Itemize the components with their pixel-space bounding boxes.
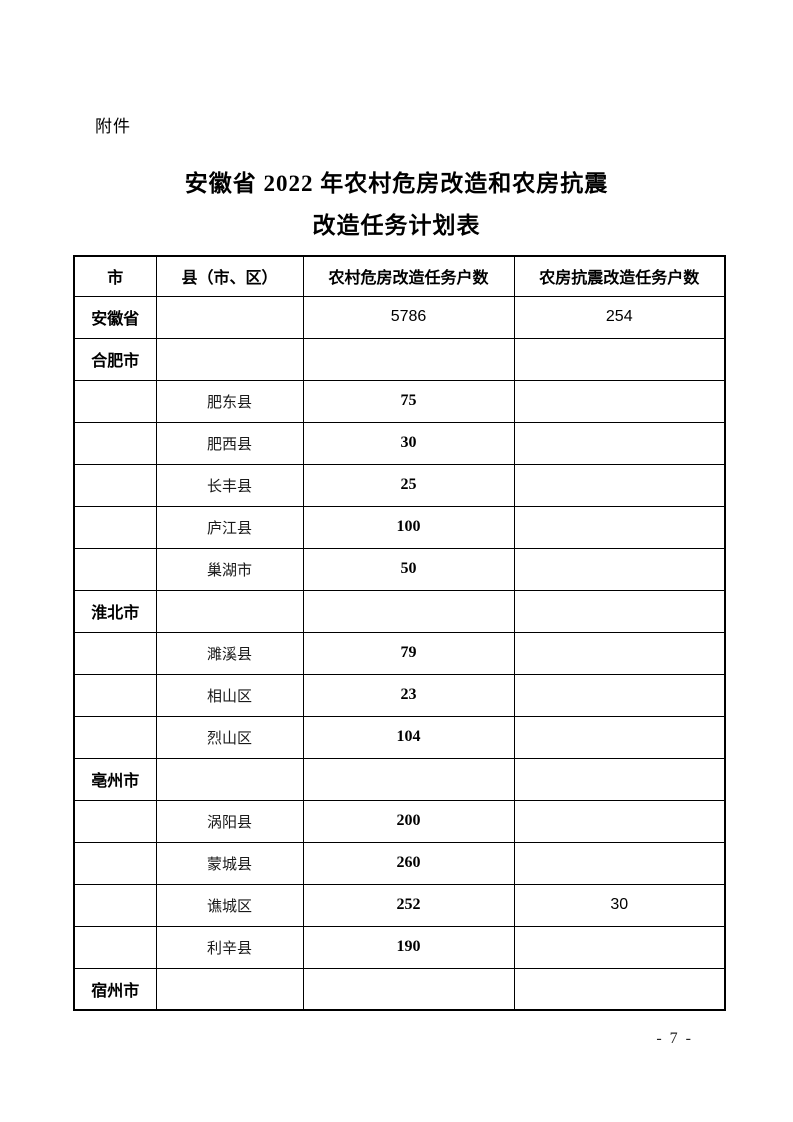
cell-danger-count — [302, 757, 515, 801]
cell-county — [155, 757, 304, 801]
cell-county: 涡阳县 — [155, 799, 304, 843]
cell-danger-count: 75 — [302, 379, 515, 423]
cell-seismic-count — [513, 421, 726, 465]
cell-county — [155, 337, 304, 381]
cell-county: 庐江县 — [155, 505, 304, 549]
table-row: 庐江县 100 — [73, 505, 726, 549]
table-row: 濉溪县 79 — [73, 631, 726, 675]
cell-seismic-count: 30 — [513, 883, 726, 927]
cell-seismic-count — [513, 757, 726, 801]
cell-danger-count: 104 — [302, 715, 515, 759]
cell-county: 谯城区 — [155, 883, 304, 927]
table-row: 亳州市 — [73, 757, 726, 801]
page-title-line1: 安徽省 2022 年农村危房改造和农房抗震 — [184, 171, 609, 196]
table-row: 烈山区 104 — [73, 715, 726, 759]
cell-county — [155, 295, 304, 339]
cell-danger-count: 5786 — [302, 295, 515, 339]
cell-danger-count — [302, 589, 515, 633]
header-city: 市 — [73, 255, 157, 297]
cell-seismic-count — [513, 925, 726, 969]
cell-city — [73, 841, 157, 885]
cell-danger-count: 190 — [302, 925, 515, 969]
cell-city — [73, 883, 157, 927]
cell-county: 濉溪县 — [155, 631, 304, 675]
cell-city: 合肥市 — [73, 337, 157, 381]
page-title-line2: 改造任务计划表 — [312, 213, 481, 238]
cell-seismic-count — [513, 799, 726, 843]
cell-danger-count: 50 — [302, 547, 515, 591]
cell-danger-count: 200 — [302, 799, 515, 843]
cell-city: 亳州市 — [73, 757, 157, 801]
cell-seismic-count — [513, 967, 726, 1011]
table-row: 利辛县 190 — [73, 925, 726, 969]
table-row: 相山区 23 — [73, 673, 726, 717]
cell-county — [155, 967, 304, 1011]
table-row: 长丰县 25 — [73, 463, 726, 507]
table-row: 涡阳县 200 — [73, 799, 726, 843]
cell-city — [73, 631, 157, 675]
cell-county — [155, 589, 304, 633]
table-row: 淮北市 — [73, 589, 726, 633]
table-body: 安徽省 5786 254 合肥市 肥东县 75 肥西县 30 长丰县 25 庐江县 100 巢湖市 50 淮… — [73, 295, 726, 1011]
attachment-label: 附件 — [95, 117, 131, 136]
page-number: - 7 - — [656, 1030, 693, 1047]
cell-city: 宿州市 — [73, 967, 157, 1011]
cell-seismic-count — [513, 589, 726, 633]
cell-county: 蒙城县 — [155, 841, 304, 885]
cell-city — [73, 673, 157, 717]
cell-seismic-count — [513, 337, 726, 381]
cell-danger-count: 260 — [302, 841, 515, 885]
cell-city: 安徽省 — [73, 295, 157, 339]
cell-danger-count: 100 — [302, 505, 515, 549]
header-seismic-renovation-count: 农房抗震改造任务户数 — [513, 255, 726, 297]
cell-city — [73, 547, 157, 591]
cell-seismic-count — [513, 841, 726, 885]
cell-county: 巢湖市 — [155, 547, 304, 591]
cell-danger-count: 25 — [302, 463, 515, 507]
cell-danger-count: 252 — [302, 883, 515, 927]
cell-seismic-count — [513, 463, 726, 507]
cell-seismic-count — [513, 715, 726, 759]
table-row: 合肥市 — [73, 337, 726, 381]
cell-county: 利辛县 — [155, 925, 304, 969]
table-row: 蒙城县 260 — [73, 841, 726, 885]
cell-seismic-count — [513, 505, 726, 549]
page-title: 安徽省 2022 年农村危房改造和农房抗震 改造任务计划表 — [0, 163, 793, 247]
cell-county: 长丰县 — [155, 463, 304, 507]
table-row: 肥西县 30 — [73, 421, 726, 465]
cell-city — [73, 925, 157, 969]
table-row: 谯城区 252 30 — [73, 883, 726, 927]
cell-county: 烈山区 — [155, 715, 304, 759]
cell-city — [73, 505, 157, 549]
cell-seismic-count — [513, 379, 726, 423]
cell-city — [73, 421, 157, 465]
cell-seismic-count: 254 — [513, 295, 726, 339]
header-county: 县（市、区） — [155, 255, 304, 297]
cell-city — [73, 799, 157, 843]
plan-table: 市 县（市、区） 农村危房改造任务户数 农房抗震改造任务户数 安徽省 5786 25… — [73, 255, 726, 1011]
table-header: 市 县（市、区） 农村危房改造任务户数 农房抗震改造任务户数 — [73, 255, 726, 297]
cell-danger-count: 23 — [302, 673, 515, 717]
cell-county: 相山区 — [155, 673, 304, 717]
cell-county: 肥东县 — [155, 379, 304, 423]
cell-danger-count — [302, 967, 515, 1011]
cell-danger-count: 30 — [302, 421, 515, 465]
cell-danger-count: 79 — [302, 631, 515, 675]
header-danger-renovation-count: 农村危房改造任务户数 — [302, 255, 515, 297]
table-row: 巢湖市 50 — [73, 547, 726, 591]
cell-seismic-count — [513, 631, 726, 675]
cell-seismic-count — [513, 673, 726, 717]
cell-danger-count — [302, 337, 515, 381]
table-row: 安徽省 5786 254 — [73, 295, 726, 339]
cell-city: 淮北市 — [73, 589, 157, 633]
table-row: 宿州市 — [73, 967, 726, 1011]
table-row: 肥东县 75 — [73, 379, 726, 423]
cell-seismic-count — [513, 547, 726, 591]
cell-county: 肥西县 — [155, 421, 304, 465]
table-header-row: 市 县（市、区） 农村危房改造任务户数 农房抗震改造任务户数 — [73, 255, 726, 297]
cell-city — [73, 715, 157, 759]
cell-city — [73, 379, 157, 423]
cell-city — [73, 463, 157, 507]
